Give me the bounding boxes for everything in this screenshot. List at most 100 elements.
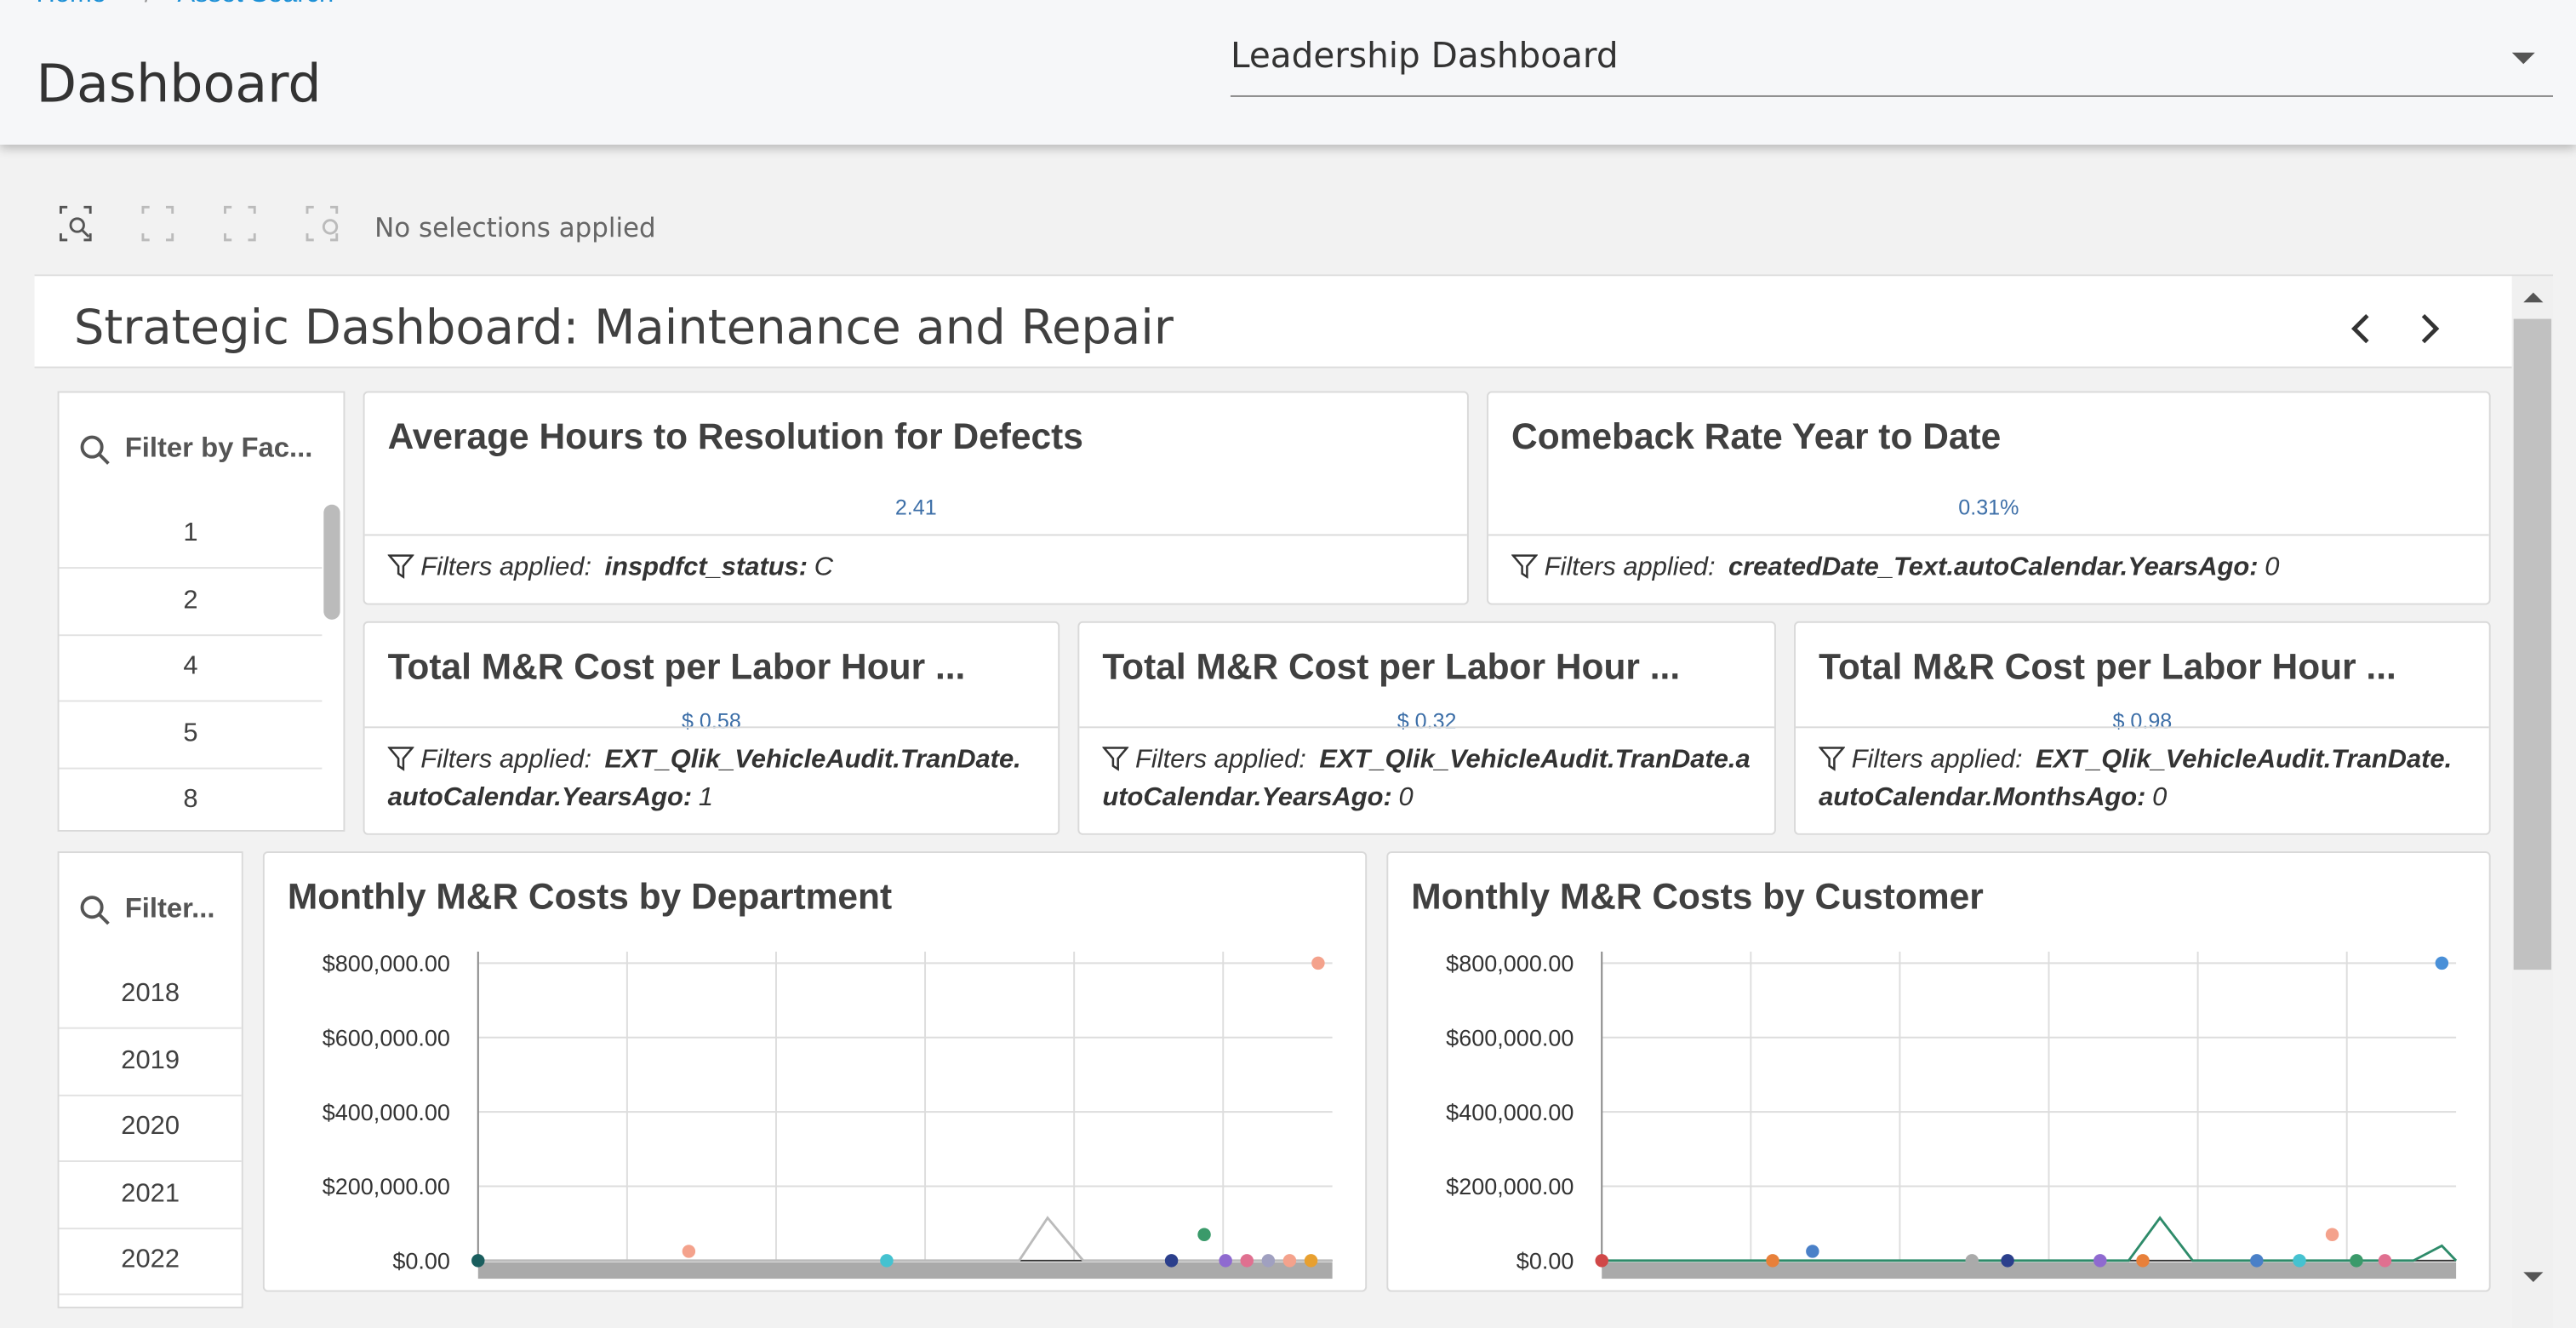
point — [2093, 1254, 2107, 1268]
kpi-value: 0.31% — [1958, 495, 2019, 520]
kpi-filters: Filters applied: EXT_Qlik_VehicleAudit.Tr… — [1079, 726, 1774, 833]
filter-item[interactable]: 2021 — [59, 1161, 242, 1229]
filter-item[interactable]: 2 — [59, 568, 323, 636]
point — [2378, 1254, 2392, 1268]
scrollbar[interactable] — [2511, 276, 2553, 1328]
y-tick-label: $600,000.00 — [323, 1025, 450, 1050]
filter-icon — [1101, 747, 1130, 771]
filter-label: Filters applied: — [1544, 553, 1716, 582]
y-tick-label: $200,000.00 — [1446, 1174, 1574, 1199]
filter-value: 0 — [1398, 783, 1414, 812]
kpi-card: Average Hours to Resolution for Defects 2… — [363, 391, 1469, 605]
kpi-value: $ 0.32 — [1397, 708, 1457, 734]
filter-item[interactable]: 2022 — [59, 1228, 242, 1296]
chart-title: Monthly M&R Costs by Customer — [1411, 876, 1984, 918]
filter-item[interactable]: 1 — [59, 501, 323, 570]
point — [2001, 1254, 2014, 1268]
point — [1304, 1254, 1318, 1268]
point — [1261, 1254, 1276, 1268]
line — [1602, 1216, 2458, 1262]
point — [2250, 1254, 2264, 1268]
filter-field: EXT_Qlik_VehicleAudit.TranDate.autoCalen… — [1819, 746, 2453, 812]
point — [2435, 956, 2449, 970]
filter-item[interactable]: 2020 — [59, 1095, 242, 1163]
kpi-filters: Filters applied: EXT_Qlik_VehicleAudit.Tr… — [1796, 726, 2489, 833]
filter-icon — [1818, 747, 1846, 771]
selection-status: No selections applied — [374, 212, 656, 243]
kpi-title: Total M&R Cost per Labor Hour ... — [1102, 645, 1681, 688]
point — [880, 1254, 894, 1268]
dropdown-arrow — [2511, 52, 2535, 65]
kpi-filters: Filters applied: EXT_Qlik_VehicleAudit.Tr… — [364, 726, 1059, 833]
chart-card: Monthly M&R Costs by Department $0.00 $200… — [262, 851, 1368, 1292]
kpi-card: Total M&R Cost per Labor Hour ... $ 0.98 F… — [1794, 621, 2491, 835]
point — [1766, 1254, 1779, 1268]
y-tick-label: $600,000.00 — [1446, 1025, 1574, 1050]
select-value: Leadership Dashboard — [1230, 36, 1619, 76]
filter-field: EXT_Qlik_VehicleAudit.TranDate.autoCalen… — [1102, 746, 1751, 812]
kpi-filters: Filters applied: inspdfct_status: C — [364, 534, 1467, 603]
point — [1164, 1254, 1179, 1268]
point — [1240, 1254, 1254, 1268]
breadcrumb-sep: / — [145, 0, 152, 10]
filter-icon — [386, 747, 415, 771]
kpi-card: Total M&R Cost per Labor Hour ... $ 0.32 F… — [1077, 621, 1776, 835]
kpi-value: $ 0.58 — [682, 708, 741, 734]
toolbar-icons — [59, 205, 339, 242]
search-icon — [80, 435, 110, 465]
kpi-title: Average Hours to Resolution for Defects — [387, 415, 1083, 457]
filter-item[interactable]: 4 — [59, 634, 323, 702]
kpi-card: Total M&R Cost per Labor Hour ... $ 0.58 F… — [363, 621, 1060, 835]
filter-value: 1 — [698, 783, 714, 812]
kpi-title: Total M&R Cost per Labor Hour ... — [1819, 645, 2396, 688]
filter-value: 0 — [2152, 783, 2168, 812]
point — [1282, 1254, 1297, 1268]
chart: $0.00 $200,000.00 $400,000.00 $600,000.00 $8… — [1446, 951, 2458, 1279]
breadcrumb-link[interactable]: Home — [36, 0, 106, 10]
point — [471, 1254, 485, 1268]
filter-icon — [386, 554, 415, 580]
sheet-nav[interactable] — [2334, 312, 2449, 346]
chart-card: Monthly M&R Costs by Customer $0.00 $200,0… — [1386, 851, 2491, 1292]
point — [1197, 1228, 1211, 1241]
kpi-value: $ 0.98 — [2112, 708, 2173, 734]
x-scrollbar — [477, 1262, 1333, 1279]
filter-label: Filters applied: — [1851, 746, 2023, 775]
y-tick-label: $800,000.00 — [323, 951, 450, 976]
filter-scroll — [323, 504, 340, 620]
point — [2325, 1228, 2339, 1241]
kpi-filters: Filters applied: createdDate_Text.autoCal… — [1488, 534, 2489, 603]
filter-value: C — [814, 553, 834, 582]
filter-label: Filter... — [124, 892, 215, 924]
filter-item[interactable]: 8 — [59, 768, 322, 830]
filter-item[interactable]: 5 — [59, 701, 323, 769]
kpi-title: Total M&R Cost per Labor Hour ... — [387, 645, 966, 688]
dashboard-select[interactable]: Leadership Dashboard — [1230, 30, 2553, 97]
filter-item[interactable]: 2019 — [59, 1028, 242, 1096]
filter-label: Filters applied: — [420, 746, 592, 775]
point — [2350, 1254, 2363, 1268]
filter-field: inspdfct_status: — [604, 553, 808, 582]
scroll-arrows — [2523, 292, 2544, 1282]
filter-label: Filter by Fac... — [124, 432, 313, 464]
filter-item[interactable]: 2018 — [59, 961, 242, 1029]
filter-value: 0 — [2265, 553, 2280, 582]
point — [1965, 1254, 1979, 1268]
point — [2293, 1254, 2306, 1268]
chart-title: Monthly M&R Costs by Department — [287, 876, 893, 918]
point — [1311, 956, 1325, 970]
point — [682, 1245, 696, 1258]
selection-toolbar: No selections applied — [34, 180, 2553, 277]
scroll-thumb[interactable] — [2513, 318, 2552, 970]
filter-label: Filters applied: — [420, 553, 592, 582]
kpi-title: Comeback Rate Year to Date — [1511, 415, 2002, 457]
filter-field: createdDate_Text.autoCalendar.YearsAgo: — [1728, 553, 2259, 582]
y-tick-label: $400,000.00 — [323, 1100, 450, 1125]
x-scrollbar — [1602, 1262, 2457, 1279]
y-tick-label: $200,000.00 — [323, 1174, 450, 1199]
point — [1219, 1254, 1232, 1268]
page-title: Dashboard — [36, 52, 322, 116]
breadcrumb-link[interactable]: Asset Search — [177, 0, 334, 10]
